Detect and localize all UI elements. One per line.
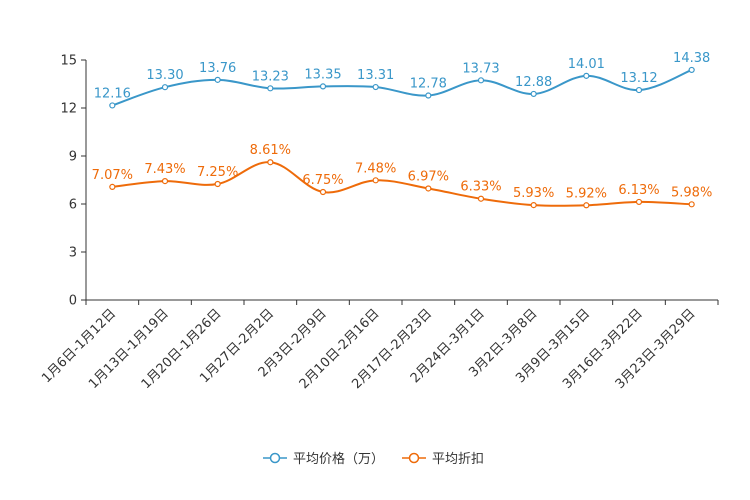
y-tick-label: 6	[69, 198, 77, 213]
y-tick-label: 0	[69, 294, 77, 309]
legend-marker-2	[408, 452, 420, 464]
series-2-data-label: 7.07%	[92, 168, 133, 183]
series-2-point	[214, 180, 221, 188]
series-1-point	[530, 90, 537, 98]
series-2-point	[267, 159, 274, 166]
series-1-data-label: 12.78	[410, 77, 447, 92]
series-2-point	[583, 202, 590, 209]
series-1-point	[372, 83, 379, 91]
series-2-point	[530, 202, 537, 209]
y-tick-label: 9	[69, 150, 77, 165]
series-1-data-label: 13.23	[252, 69, 289, 84]
series-2-point	[477, 195, 485, 202]
series-1-data-label: 12.88	[515, 75, 552, 90]
series-1-point	[477, 77, 485, 84]
series-1-data-label: 13.73	[462, 61, 499, 76]
series-2-data-label: 7.25%	[197, 165, 238, 180]
series-2-point	[319, 188, 327, 196]
series-1-point	[214, 76, 221, 83]
legend-label-1: 平均价格（万）	[293, 451, 384, 467]
series-1-point	[161, 84, 169, 91]
series-2-point	[161, 178, 169, 185]
series-2-data-label: 8.61%	[250, 143, 291, 158]
series-1-point	[319, 83, 327, 90]
y-tick-label: 12	[60, 102, 77, 117]
series-1-data-label: 13.35	[304, 67, 341, 82]
series-2-data-label: 7.43%	[144, 162, 185, 177]
series-1-data-label: 13.31	[357, 68, 394, 83]
series-1-data-label: 12.16	[94, 86, 131, 101]
series-1-point	[267, 85, 274, 92]
series-2-data-label: 6.33%	[460, 180, 501, 195]
series-2-data-label: 5.92%	[566, 186, 607, 201]
series-2-point	[109, 183, 116, 190]
y-tick-label: 3	[69, 246, 77, 261]
series-line-2	[112, 161, 692, 207]
series-1-point	[583, 72, 590, 79]
series-1-data-label: 13.12	[620, 71, 657, 86]
y-tick-label: 15	[60, 54, 77, 69]
series-1-point	[688, 66, 695, 74]
series-2-point	[425, 185, 432, 192]
series-1-point	[425, 92, 432, 99]
series-2-point	[688, 201, 695, 208]
series-1-point	[109, 102, 116, 109]
series-1-data-label: 13.30	[146, 68, 183, 83]
series-1-data-label: 13.76	[199, 61, 236, 76]
series-1-data-label: 14.38	[673, 51, 710, 66]
series-2-point	[635, 198, 643, 206]
legend-marker-1	[269, 452, 281, 464]
series-2-data-label: 6.13%	[618, 183, 659, 198]
series-2-data-label: 5.98%	[671, 185, 712, 200]
series-1-data-label: 14.01	[568, 57, 605, 72]
series-2-data-label: 6.97%	[408, 169, 449, 184]
series-2-point	[372, 177, 379, 184]
series-2-data-label: 7.48%	[355, 161, 396, 176]
series-line-1	[112, 68, 693, 107]
series-1-point	[635, 86, 643, 94]
series-2-data-label: 6.75%	[302, 173, 343, 188]
legend-label-2: 平均折扣	[432, 452, 484, 467]
series-2-data-label: 5.93%	[513, 186, 554, 201]
